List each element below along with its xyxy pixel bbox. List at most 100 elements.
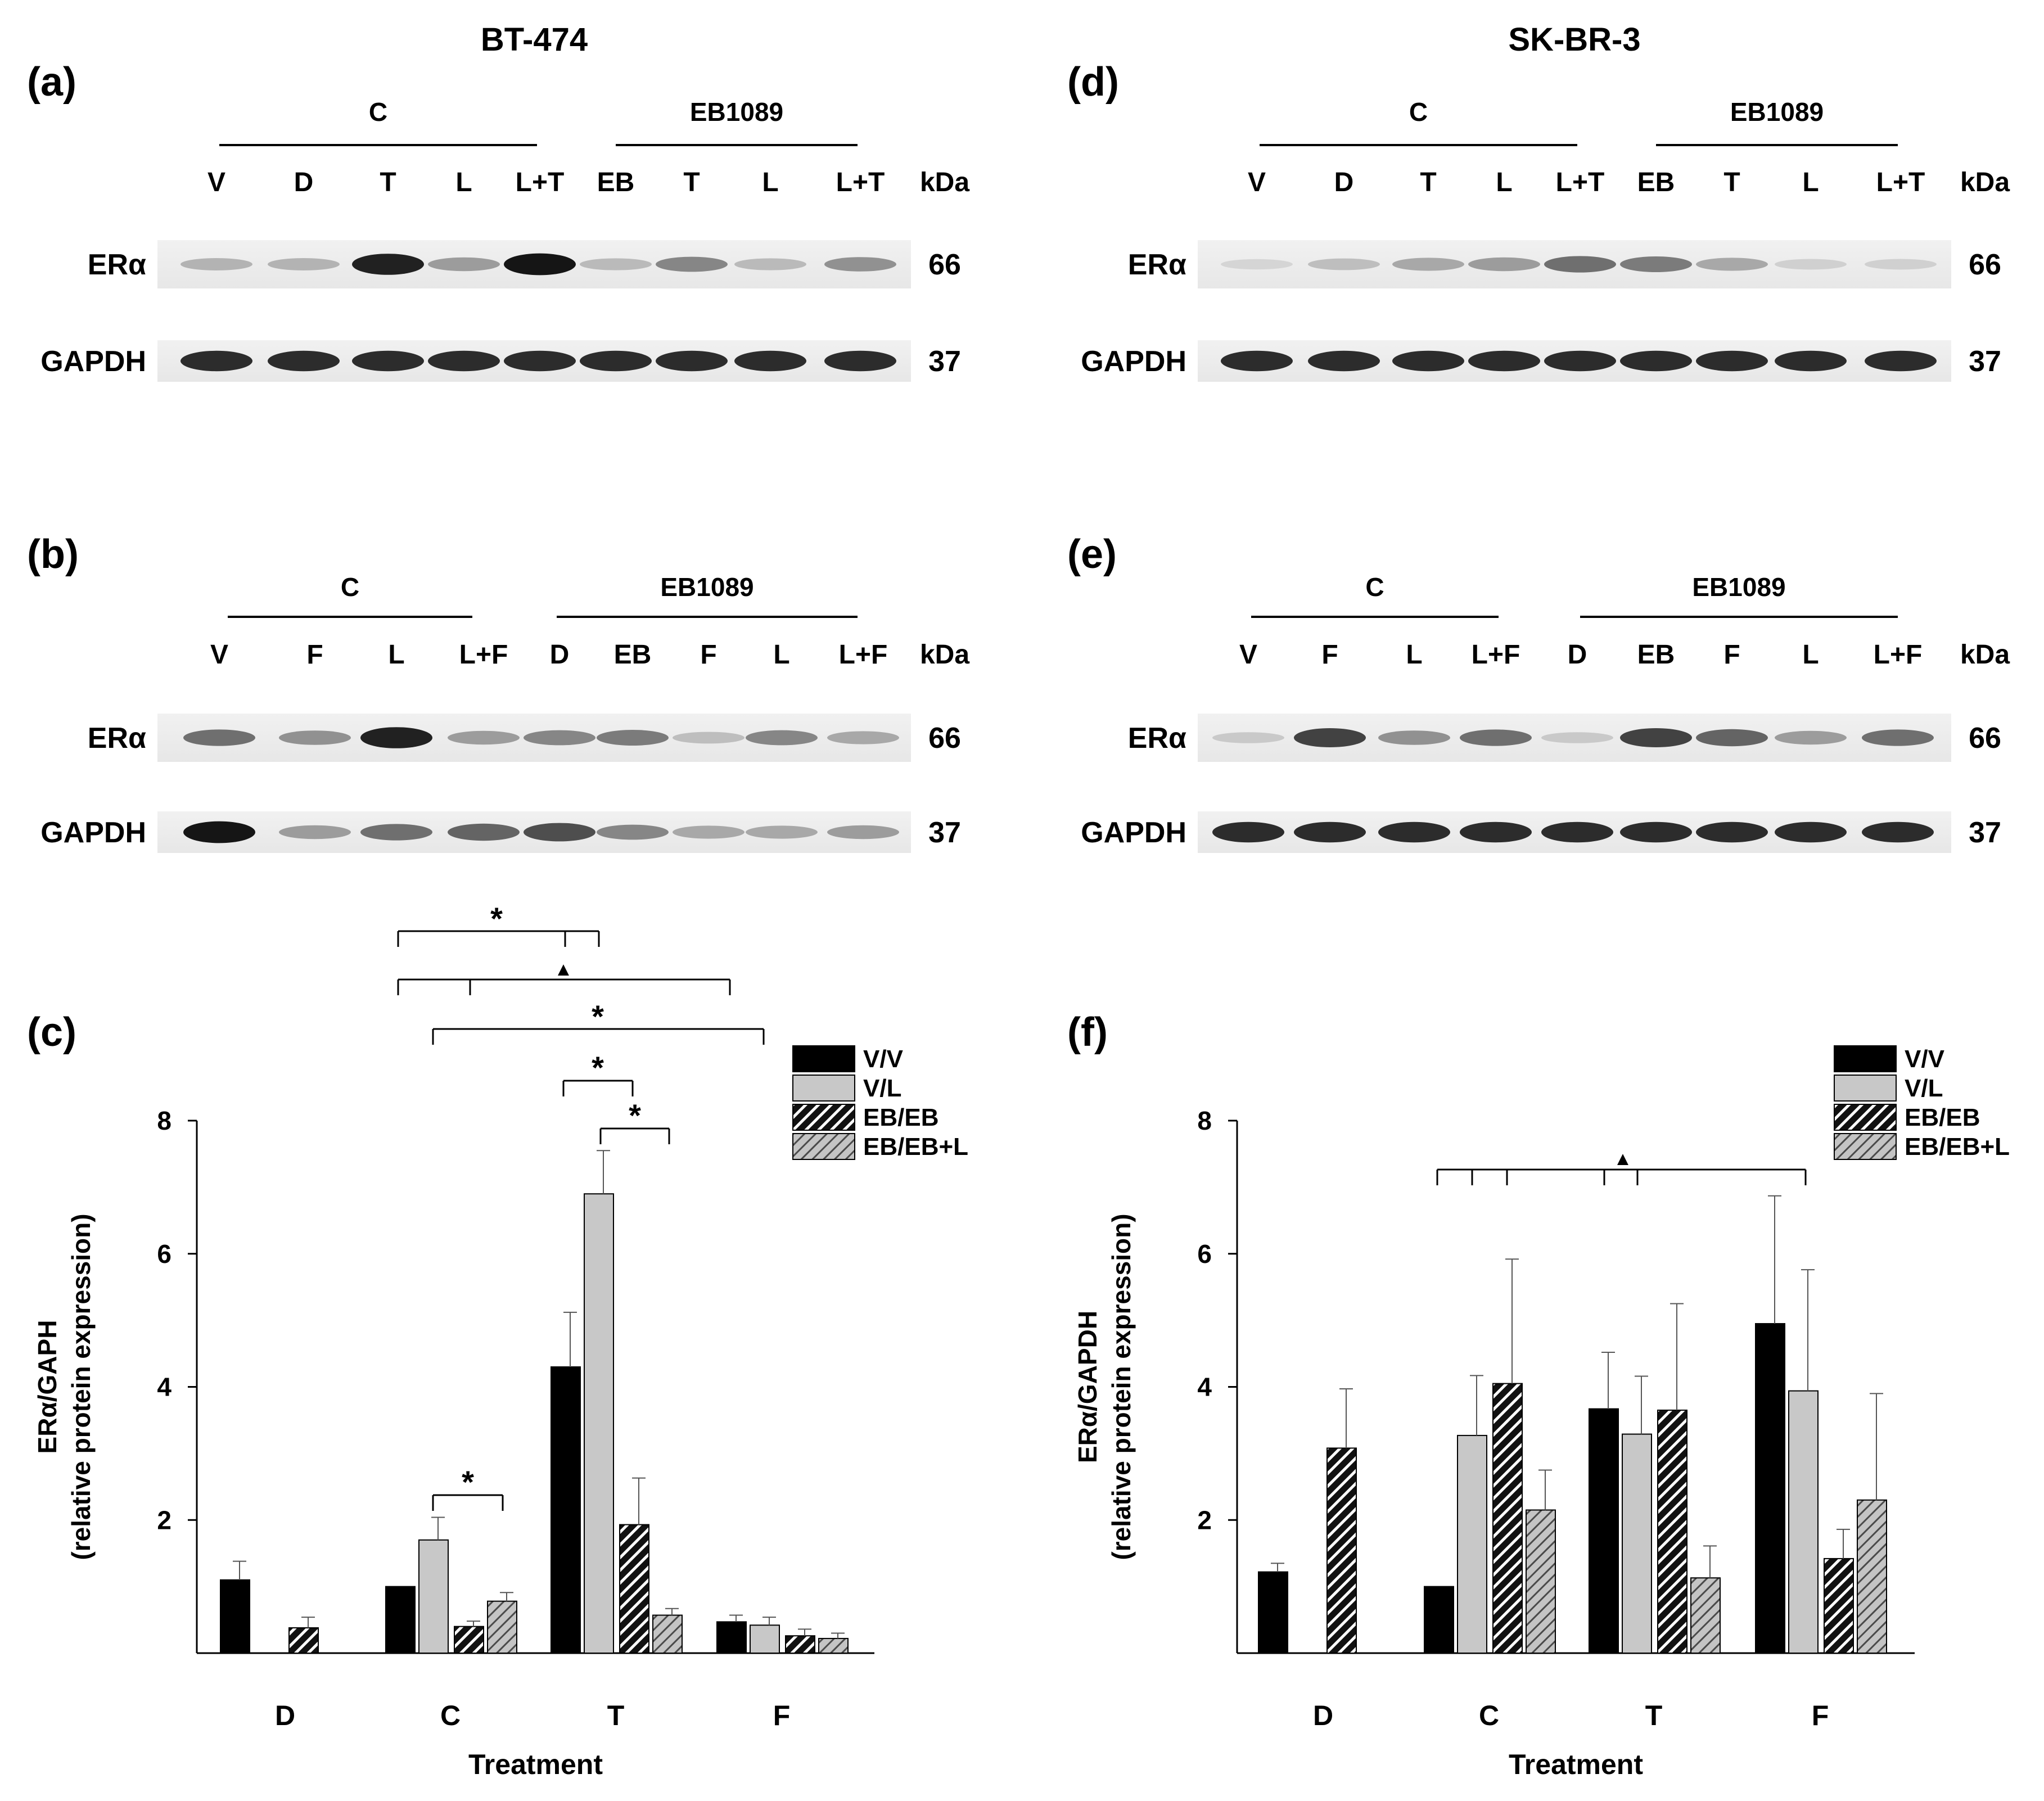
legend-label: V/V bbox=[863, 1045, 904, 1073]
row-label: ERα bbox=[88, 249, 146, 281]
kda-value: 37 bbox=[928, 816, 961, 849]
panel-label: (f) bbox=[1067, 1010, 1108, 1055]
lane-label: V bbox=[210, 640, 228, 670]
blot-panel: (d) C EB1089 V D T L L+T EB T L L+T kDa ERα 66 GAPDH 37 bbox=[1067, 60, 2010, 382]
blot-band bbox=[1775, 730, 1847, 745]
lane-label: T bbox=[683, 168, 700, 197]
lane-label: D bbox=[1568, 640, 1587, 670]
bar bbox=[1492, 1383, 1523, 1654]
bar bbox=[385, 1586, 416, 1654]
lane-label: L bbox=[1802, 640, 1819, 670]
blot-band bbox=[827, 731, 899, 744]
blot-band bbox=[1862, 729, 1934, 746]
legend-label: V/L bbox=[1905, 1075, 1943, 1102]
blot-band bbox=[1620, 821, 1692, 843]
blot-band bbox=[181, 350, 252, 372]
significance-marker: * bbox=[629, 1098, 641, 1133]
legend-swatch bbox=[1834, 1045, 1897, 1072]
blot-band bbox=[183, 729, 255, 746]
lane-label: V bbox=[207, 168, 225, 197]
x-axis-label: Treatment bbox=[1509, 1749, 1643, 1780]
row-label: GAPDH bbox=[1081, 345, 1186, 378]
blot-band bbox=[580, 258, 652, 270]
blot-band bbox=[1392, 258, 1464, 271]
legend-swatch bbox=[792, 1133, 855, 1160]
bar bbox=[818, 1637, 849, 1654]
significance-marker: ▲ bbox=[1613, 1148, 1632, 1170]
bar bbox=[288, 1627, 319, 1654]
group-label: C bbox=[1365, 572, 1384, 602]
blot-band bbox=[1294, 728, 1366, 747]
blot-band bbox=[1696, 258, 1768, 271]
lane-label: D bbox=[1334, 168, 1354, 197]
legend-swatch bbox=[1834, 1104, 1897, 1131]
bar bbox=[1589, 1408, 1619, 1654]
lane-label: L+F bbox=[839, 640, 888, 670]
blot-band bbox=[746, 825, 818, 839]
lane-label: L bbox=[773, 640, 789, 670]
bar bbox=[551, 1366, 581, 1654]
blot-band bbox=[1775, 821, 1847, 843]
blot-band bbox=[1221, 350, 1293, 372]
bar bbox=[418, 1539, 449, 1654]
group-label: EB1089 bbox=[660, 572, 753, 602]
blot-band bbox=[524, 823, 595, 842]
bar bbox=[487, 1600, 517, 1654]
blot-band bbox=[279, 730, 351, 745]
blot-band bbox=[597, 824, 669, 840]
lane-label: L+T bbox=[516, 168, 565, 197]
blot-band bbox=[1212, 821, 1284, 843]
lane-label: L bbox=[455, 168, 472, 197]
x-tick-label: T bbox=[1645, 1700, 1663, 1731]
blot-panel: (b) C EB1089 V F L L+F D EB F L L+F kDa ERα 66 GAPDH 37 bbox=[27, 532, 969, 853]
lane-label: F bbox=[1723, 640, 1740, 670]
bar bbox=[1326, 1447, 1357, 1654]
bar bbox=[750, 1624, 780, 1654]
blot-band bbox=[1392, 350, 1464, 372]
blot-band bbox=[1541, 732, 1613, 743]
blot-band bbox=[1468, 350, 1540, 372]
bar-chart: (c) 2 4 6 8 ERα/GAPH (relative protein express… bbox=[27, 901, 968, 1780]
lane-label: EB bbox=[614, 640, 652, 670]
y-tick-label: 2 bbox=[157, 1505, 172, 1534]
significance-marker: * bbox=[462, 1464, 474, 1500]
blot-band bbox=[181, 258, 252, 270]
x-tick-label: F bbox=[1812, 1700, 1829, 1731]
kda-header: kDa bbox=[920, 168, 969, 197]
lane-label: L+F bbox=[459, 640, 508, 670]
x-tick-label: D bbox=[275, 1700, 295, 1731]
blot-band bbox=[824, 350, 896, 372]
legend-swatch bbox=[1834, 1133, 1897, 1160]
kda-value: 66 bbox=[928, 722, 961, 755]
lane-label: D bbox=[550, 640, 570, 670]
lane-label: EB bbox=[597, 168, 635, 197]
blot-band bbox=[1541, 821, 1613, 843]
kda-value: 66 bbox=[1969, 249, 2001, 281]
bar bbox=[220, 1579, 250, 1654]
significance-marker: * bbox=[592, 1050, 604, 1085]
blot-band bbox=[448, 823, 520, 841]
blot-band bbox=[504, 253, 576, 276]
blot-band bbox=[279, 825, 351, 839]
bar bbox=[716, 1621, 747, 1654]
lane-label: L bbox=[1406, 640, 1422, 670]
blot-band bbox=[360, 824, 432, 841]
blot-band bbox=[1775, 350, 1847, 372]
blot-band bbox=[673, 732, 744, 744]
lane-label: EB bbox=[1637, 640, 1675, 670]
kda-value: 37 bbox=[1969, 816, 2001, 849]
legend-label: V/V bbox=[1905, 1045, 1945, 1073]
kda-value: 66 bbox=[1969, 722, 2001, 755]
bar bbox=[1622, 1433, 1652, 1654]
bar-chart: (f) 2 4 6 8 ERα/GAPDH (relative protein expres… bbox=[1067, 1010, 2010, 1780]
blot-band bbox=[1696, 350, 1768, 372]
blot-band bbox=[1696, 729, 1768, 747]
lane-label: L+T bbox=[836, 168, 885, 197]
lane-label: L+T bbox=[1556, 168, 1605, 197]
blot-band bbox=[1865, 259, 1937, 270]
bar bbox=[619, 1524, 649, 1654]
bar bbox=[1690, 1577, 1721, 1654]
kda-header: kDa bbox=[920, 640, 969, 670]
blot-band bbox=[1696, 821, 1768, 843]
